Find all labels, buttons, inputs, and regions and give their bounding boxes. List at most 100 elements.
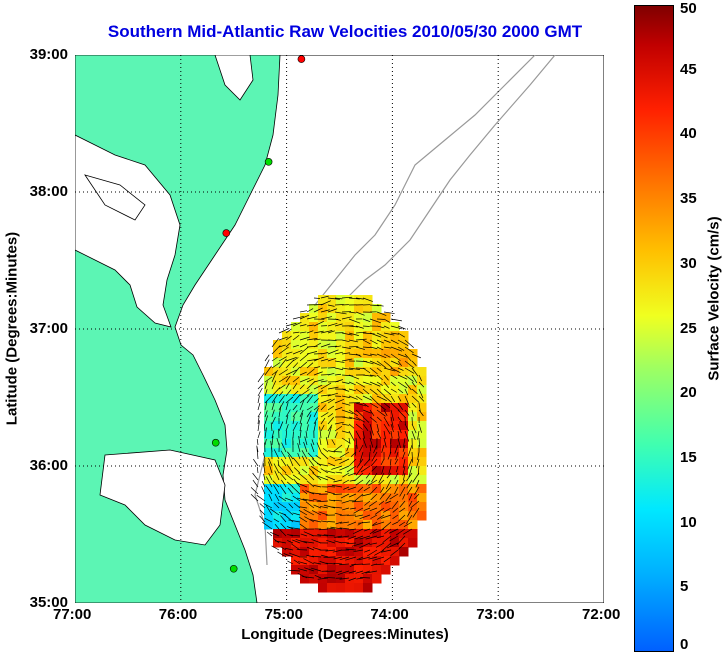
velocity-cell bbox=[300, 574, 310, 584]
velocity-cell bbox=[399, 520, 409, 530]
velocity-cell bbox=[408, 493, 418, 503]
velocity-cell bbox=[336, 529, 346, 539]
velocity-cell bbox=[381, 466, 391, 476]
velocity-cell bbox=[417, 502, 427, 512]
velocity-arrow bbox=[368, 451, 371, 461]
velocity-arrow bbox=[280, 515, 287, 523]
velocity-cell bbox=[300, 430, 310, 440]
velocity-arrow bbox=[278, 401, 285, 411]
velocity-arrow bbox=[397, 360, 402, 367]
velocity-arrow bbox=[313, 405, 320, 411]
velocity-cell bbox=[300, 358, 310, 368]
velocity-arrow bbox=[369, 339, 378, 345]
velocity-arrow bbox=[313, 421, 317, 432]
velocity-arrow bbox=[269, 508, 280, 516]
velocity-arrow bbox=[402, 528, 413, 535]
velocity-arrow bbox=[390, 346, 403, 352]
velocity-arrow bbox=[283, 553, 294, 558]
velocity-cell bbox=[345, 313, 355, 323]
velocity-arrow bbox=[274, 540, 287, 544]
velocity-cell bbox=[336, 457, 346, 467]
velocity-arrow bbox=[365, 570, 378, 574]
velocity-arrow bbox=[381, 549, 392, 553]
velocity-cell bbox=[282, 547, 292, 557]
velocity-arrow bbox=[334, 367, 344, 371]
velocity-cell bbox=[345, 322, 355, 332]
velocity-cell bbox=[363, 304, 373, 314]
colorbar-label: Surface Velocity (cm/s) bbox=[705, 216, 723, 381]
velocity-cell bbox=[273, 340, 283, 350]
velocity-arrow bbox=[362, 395, 372, 401]
velocity-arrow bbox=[316, 463, 329, 467]
velocity-arrow bbox=[288, 527, 301, 530]
velocity-cell bbox=[291, 448, 301, 458]
velocity-arrow bbox=[400, 479, 406, 486]
velocity-cell bbox=[336, 322, 346, 332]
velocity-arrow bbox=[292, 322, 302, 327]
velocity-arrow bbox=[292, 366, 300, 376]
velocity-cell bbox=[264, 385, 274, 395]
velocity-cell bbox=[408, 403, 418, 413]
velocity-cell bbox=[372, 313, 382, 323]
velocity-arrow bbox=[297, 453, 301, 460]
velocity-arrow bbox=[325, 470, 336, 474]
velocity-arrow bbox=[271, 356, 278, 362]
velocity-arrow bbox=[263, 463, 266, 474]
velocity-arrow bbox=[348, 437, 351, 445]
velocity-cell bbox=[372, 430, 382, 440]
velocity-arrow bbox=[348, 381, 356, 386]
velocity-arrow bbox=[406, 486, 413, 496]
velocity-arrow bbox=[306, 381, 316, 390]
velocity-cell bbox=[345, 304, 355, 314]
velocity-arrow bbox=[320, 404, 327, 411]
velocity-arrow bbox=[298, 516, 308, 523]
velocity-arrow bbox=[369, 318, 381, 324]
velocity-arrow bbox=[271, 400, 276, 411]
velocity-arrow bbox=[418, 402, 421, 413]
velocity-arrow bbox=[319, 437, 322, 446]
velocity-arrow bbox=[334, 407, 343, 411]
velocity-arrow bbox=[355, 331, 367, 334]
velocity-cell bbox=[363, 439, 373, 449]
velocity-arrow bbox=[334, 512, 343, 516]
velocity-arrow bbox=[342, 507, 350, 511]
velocity-arrow bbox=[383, 388, 392, 396]
velocity-cell bbox=[300, 349, 310, 359]
velocity-cell bbox=[354, 457, 364, 467]
velocity-cell bbox=[309, 556, 319, 566]
velocity-cell bbox=[345, 367, 355, 377]
velocity-cell bbox=[273, 439, 283, 449]
velocity-arrow bbox=[355, 409, 364, 418]
velocity-arrow bbox=[362, 381, 372, 386]
velocity-arrow bbox=[312, 498, 322, 502]
velocity-cell bbox=[345, 403, 355, 413]
velocity-cell bbox=[291, 385, 301, 395]
velocity-arrow bbox=[256, 494, 266, 502]
velocity-arrow bbox=[331, 484, 343, 488]
velocity-arrow bbox=[319, 528, 329, 531]
velocity-cell bbox=[336, 502, 346, 512]
velocity-cell bbox=[399, 430, 409, 440]
velocity-cell bbox=[399, 547, 409, 557]
velocity-arrow bbox=[383, 353, 391, 358]
velocity-arrow bbox=[365, 535, 378, 540]
colorbar-tick-label: 40 bbox=[680, 125, 697, 143]
velocity-arrow bbox=[371, 472, 378, 483]
velocity-arrow bbox=[257, 383, 264, 390]
velocity-arrow bbox=[365, 472, 371, 479]
velocity-arrow bbox=[359, 542, 371, 549]
velocity-arrow bbox=[253, 458, 259, 467]
velocity-cell bbox=[363, 538, 373, 548]
velocity-arrow bbox=[287, 560, 294, 565]
velocity-arrow bbox=[259, 503, 266, 509]
velocity-cell bbox=[336, 493, 346, 503]
velocity-cell bbox=[291, 511, 301, 521]
velocity-arrow bbox=[325, 475, 336, 481]
velocity-arrow bbox=[292, 416, 295, 425]
velocity-arrow bbox=[373, 444, 378, 454]
velocity-arrow bbox=[298, 509, 308, 516]
velocity-cell bbox=[327, 475, 337, 485]
velocity-cell bbox=[345, 511, 355, 521]
velocity-arrow bbox=[334, 297, 343, 300]
velocity-cell bbox=[327, 358, 337, 368]
